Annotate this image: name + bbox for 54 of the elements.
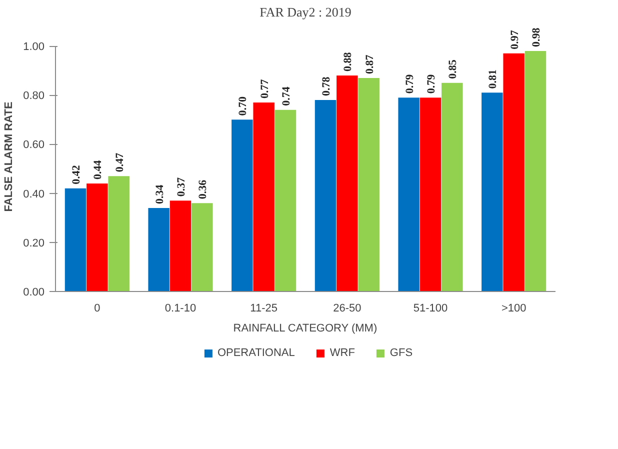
bar [192, 203, 213, 292]
data-label: 0.77 [258, 78, 271, 98]
bar [64, 188, 86, 292]
data-label: 0.88 [342, 52, 354, 72]
data-label: 0.74 [280, 86, 292, 106]
x-tick-label: 51-100 [413, 302, 448, 314]
data-label: 0.79 [404, 74, 416, 94]
legend-label: GFS [390, 347, 413, 359]
y-tick-label: 1.00 [23, 41, 45, 54]
data-label: 0.70 [237, 96, 250, 116]
x-tick-label: 26-50 [333, 302, 362, 314]
bar [86, 184, 108, 292]
y-tick-label: 0.80 [23, 90, 45, 102]
bar [398, 98, 420, 292]
bar [420, 98, 442, 292]
bar [314, 100, 336, 292]
bar [503, 53, 524, 292]
x-tick-label: >100 [501, 302, 526, 314]
data-label: 0.47 [114, 152, 126, 172]
data-label: 0.44 [92, 160, 104, 180]
bar [336, 76, 358, 292]
data-label: 0.34 [154, 184, 166, 204]
data-label: 0.87 [364, 54, 376, 74]
data-label: 0.36 [197, 179, 210, 200]
y-axis-title: FALSE ALARM RATE [3, 102, 16, 212]
data-label: 0.97 [508, 30, 521, 50]
bar [524, 50, 546, 292]
bar [170, 200, 192, 292]
y-tick-label: 0.40 [23, 188, 45, 200]
bar [148, 208, 170, 292]
legend-label: WRF [330, 347, 355, 359]
data-label: 0.37 [176, 176, 188, 197]
legend-label: OPERATIONAL [217, 347, 295, 359]
data-label: 0.81 [487, 69, 500, 89]
x-tick-label: 0 [94, 302, 100, 314]
y-tick-label: 0.00 [23, 286, 45, 298]
chart-title: FAR Day2 : 2019 [260, 4, 352, 20]
y-tick-label: 0.60 [23, 139, 45, 152]
bar [482, 92, 503, 292]
y-tick-label: 0.20 [23, 237, 45, 250]
bar [274, 110, 296, 292]
bar [232, 120, 253, 292]
bar [108, 176, 130, 292]
x-axis-title: RAINFALL CATEGORY (MM) [233, 322, 378, 334]
data-label: 0.42 [70, 164, 82, 184]
data-label: 0.79 [426, 74, 438, 94]
x-tick-label: 11-25 [250, 302, 278, 314]
x-tick-label: 0.1-10 [164, 302, 196, 314]
bar [253, 102, 274, 292]
data-label: 0.78 [320, 76, 332, 96]
bar [358, 78, 380, 292]
bar [442, 82, 463, 292]
data-label: 0.85 [447, 59, 460, 79]
data-label: 0.98 [530, 27, 542, 47]
